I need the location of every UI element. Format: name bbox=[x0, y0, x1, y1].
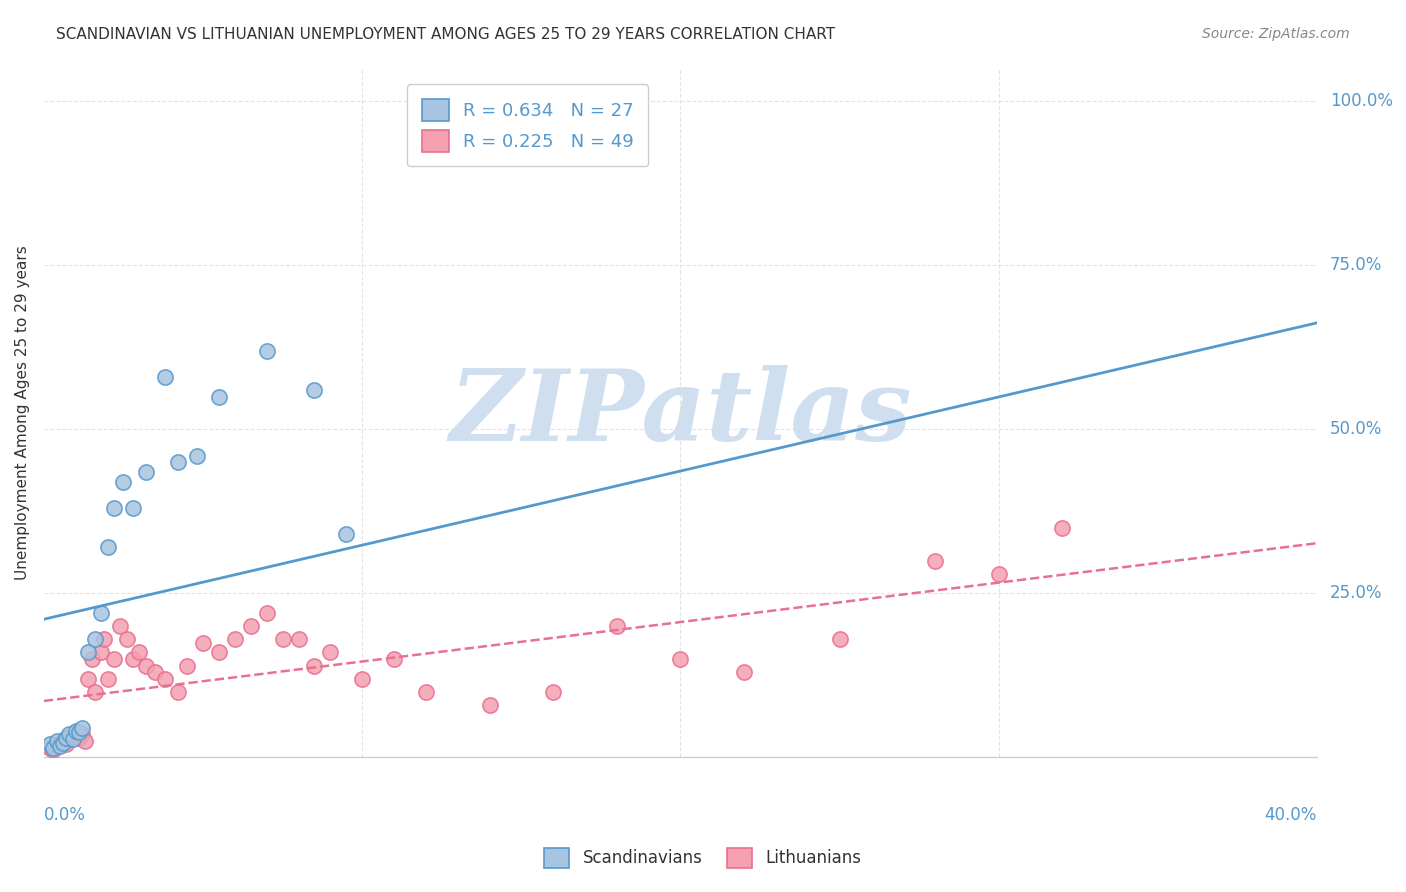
Point bbox=[49, 739, 72, 753]
Point bbox=[80, 652, 103, 666]
Point bbox=[77, 645, 100, 659]
Point bbox=[96, 672, 118, 686]
Point bbox=[42, 742, 65, 756]
Point bbox=[166, 685, 188, 699]
Point bbox=[45, 734, 67, 748]
Point bbox=[67, 731, 90, 745]
Point bbox=[135, 465, 157, 479]
Text: 100.0%: 100.0% bbox=[1330, 93, 1393, 111]
Point bbox=[304, 383, 326, 397]
Y-axis label: Unemployment Among Ages 25 to 29 years: Unemployment Among Ages 25 to 29 years bbox=[15, 245, 30, 581]
Point bbox=[239, 619, 262, 633]
Text: 40.0%: 40.0% bbox=[1265, 805, 1317, 823]
Point bbox=[186, 449, 208, 463]
Point bbox=[52, 736, 75, 750]
Text: 50.0%: 50.0% bbox=[1330, 420, 1382, 438]
Point bbox=[733, 665, 755, 679]
Point bbox=[93, 632, 115, 647]
Point bbox=[110, 619, 132, 633]
Point bbox=[153, 672, 176, 686]
Point bbox=[90, 645, 112, 659]
Point bbox=[55, 737, 77, 751]
Point bbox=[58, 732, 80, 747]
Point bbox=[49, 736, 72, 750]
Point bbox=[256, 343, 278, 358]
Point bbox=[70, 727, 93, 741]
Point bbox=[304, 658, 326, 673]
Point bbox=[924, 553, 946, 567]
Point bbox=[122, 652, 145, 666]
Legend: R = 0.634   N = 27, R = 0.225   N = 49: R = 0.634 N = 27, R = 0.225 N = 49 bbox=[408, 85, 648, 167]
Point bbox=[153, 370, 176, 384]
Point bbox=[828, 632, 851, 647]
Point bbox=[224, 632, 246, 647]
Point bbox=[83, 685, 105, 699]
Point bbox=[256, 606, 278, 620]
Point bbox=[415, 685, 437, 699]
Point bbox=[96, 541, 118, 555]
Point bbox=[122, 501, 145, 516]
Point bbox=[39, 740, 62, 755]
Point bbox=[112, 475, 135, 489]
Legend: Scandinavians, Lithuanians: Scandinavians, Lithuanians bbox=[537, 841, 869, 875]
Point bbox=[62, 732, 84, 747]
Text: 0.0%: 0.0% bbox=[44, 805, 86, 823]
Point bbox=[62, 730, 84, 744]
Point bbox=[55, 731, 77, 745]
Point bbox=[83, 632, 105, 647]
Text: SCANDINAVIAN VS LITHUANIAN UNEMPLOYMENT AMONG AGES 25 TO 29 YEARS CORRELATION CH: SCANDINAVIAN VS LITHUANIAN UNEMPLOYMENT … bbox=[56, 27, 835, 42]
Point bbox=[669, 652, 692, 666]
Point bbox=[987, 566, 1010, 581]
Point bbox=[135, 658, 157, 673]
Point bbox=[191, 635, 214, 649]
Point bbox=[166, 455, 188, 469]
Point bbox=[42, 740, 65, 755]
Point bbox=[1052, 521, 1074, 535]
Point bbox=[382, 652, 405, 666]
Point bbox=[103, 652, 125, 666]
Point bbox=[287, 632, 309, 647]
Point bbox=[115, 632, 138, 647]
Point bbox=[143, 665, 166, 679]
Point bbox=[70, 721, 93, 735]
Point bbox=[271, 632, 294, 647]
Point bbox=[208, 390, 231, 404]
Point bbox=[52, 734, 75, 748]
Point bbox=[176, 658, 198, 673]
Point bbox=[77, 672, 100, 686]
Point bbox=[606, 619, 628, 633]
Point bbox=[103, 501, 125, 516]
Point bbox=[75, 734, 97, 748]
Point bbox=[45, 739, 67, 753]
Point bbox=[335, 527, 357, 541]
Point bbox=[65, 724, 87, 739]
Text: ZIPatlas: ZIPatlas bbox=[450, 365, 911, 461]
Point bbox=[478, 698, 501, 712]
Point bbox=[319, 645, 342, 659]
Text: 25.0%: 25.0% bbox=[1330, 584, 1382, 602]
Point bbox=[352, 672, 374, 686]
Point bbox=[128, 645, 150, 659]
Point bbox=[58, 727, 80, 741]
Point bbox=[65, 725, 87, 739]
Text: Source: ZipAtlas.com: Source: ZipAtlas.com bbox=[1202, 27, 1350, 41]
Point bbox=[208, 645, 231, 659]
Point bbox=[39, 737, 62, 751]
Point bbox=[67, 725, 90, 739]
Point bbox=[541, 685, 564, 699]
Text: 75.0%: 75.0% bbox=[1330, 256, 1382, 275]
Point bbox=[90, 606, 112, 620]
